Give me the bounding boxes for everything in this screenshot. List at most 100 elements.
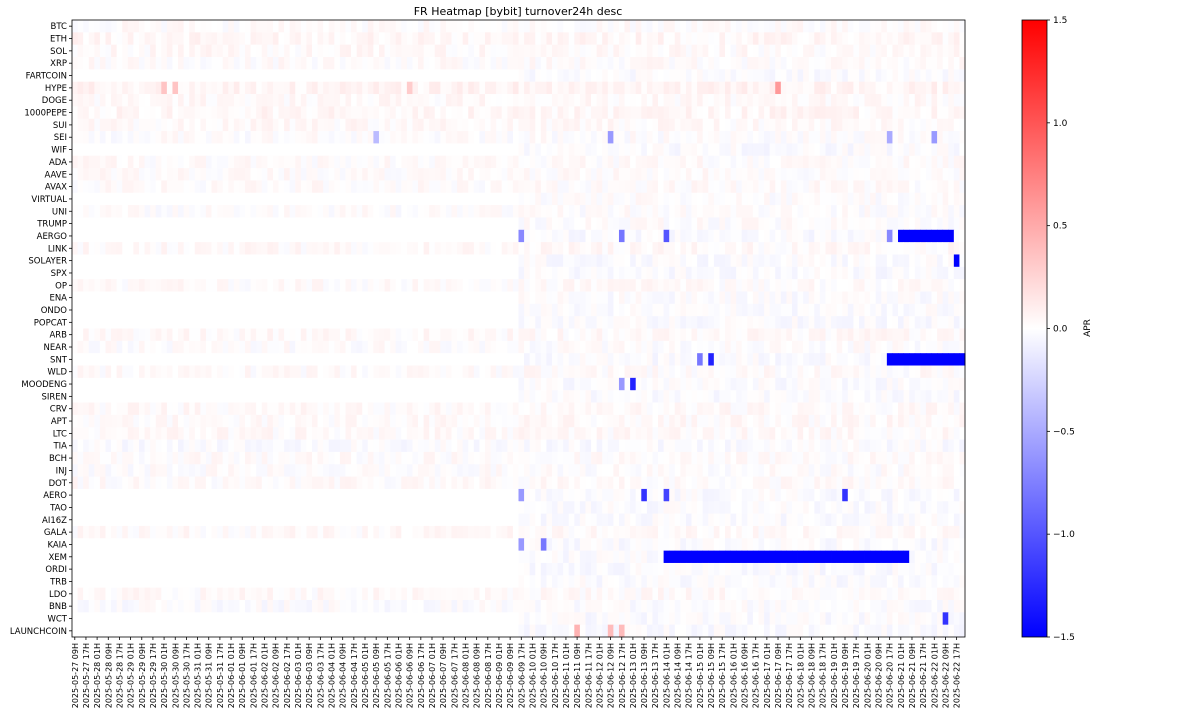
heatmap-cell xyxy=(529,303,536,317)
heatmap-cell xyxy=(356,229,363,243)
heatmap-cell xyxy=(624,328,631,342)
heatmap-cell xyxy=(853,155,860,169)
heatmap-cell xyxy=(423,266,430,280)
heatmap-cell xyxy=(892,168,899,181)
heatmap-cell xyxy=(764,340,771,354)
heatmap-cell xyxy=(780,69,787,83)
heatmap-cell xyxy=(641,106,648,120)
heatmap-cell xyxy=(920,168,927,181)
heatmap-cell xyxy=(272,303,279,317)
heatmap-cell xyxy=(161,377,168,391)
heatmap-cell xyxy=(501,316,508,329)
heatmap-cell xyxy=(295,32,302,46)
heatmap-cell xyxy=(328,328,335,342)
heatmap-cell xyxy=(183,316,190,329)
heatmap-cell xyxy=(183,131,190,144)
heatmap-cell xyxy=(685,279,692,292)
heatmap-cell xyxy=(886,57,893,70)
heatmap-cell xyxy=(356,291,363,305)
heatmap-cell xyxy=(596,81,603,95)
heatmap-cell xyxy=(200,328,207,342)
heatmap-cell xyxy=(791,291,798,305)
heatmap-cell xyxy=(373,291,380,305)
heatmap-cell xyxy=(72,390,78,403)
heatmap-cell xyxy=(909,340,916,354)
heatmap-cell xyxy=(847,81,854,95)
heatmap-cell xyxy=(819,266,826,280)
heatmap-cell xyxy=(602,155,609,169)
heatmap-cell xyxy=(334,180,341,194)
heatmap-cell xyxy=(295,168,302,181)
heatmap-cell xyxy=(323,340,330,354)
heatmap-cell xyxy=(819,254,826,268)
heatmap-cell xyxy=(875,328,882,342)
heatmap-cell xyxy=(99,390,106,403)
heatmap-cell xyxy=(769,69,776,83)
heatmap-cell xyxy=(618,118,625,132)
heatmap-cell xyxy=(390,390,397,403)
heatmap-cell xyxy=(356,279,363,292)
heatmap-cell xyxy=(284,229,291,243)
heatmap-cell xyxy=(406,377,413,391)
heatmap-cell xyxy=(708,81,715,95)
heatmap-cell xyxy=(512,44,519,58)
heatmap-cell xyxy=(630,131,637,144)
heatmap-cell xyxy=(870,81,877,95)
heatmap-cell xyxy=(881,365,888,379)
heatmap-cell xyxy=(892,340,899,354)
heatmap-cell xyxy=(512,20,519,33)
heatmap-cell xyxy=(641,143,648,157)
heatmap-cell xyxy=(200,192,207,206)
heatmap-cell xyxy=(574,81,581,95)
heatmap-cell xyxy=(161,81,168,95)
heatmap-cell xyxy=(384,217,391,231)
heatmap-cell xyxy=(607,266,614,280)
heatmap-cell xyxy=(886,328,893,342)
heatmap-cell xyxy=(764,32,771,46)
heatmap-cell xyxy=(144,217,151,231)
heatmap-cell xyxy=(356,328,363,342)
heatmap-cell xyxy=(914,353,921,366)
heatmap-cell xyxy=(445,390,452,403)
heatmap-cell xyxy=(546,155,553,169)
heatmap-cell xyxy=(524,254,531,268)
heatmap-cell xyxy=(418,32,425,46)
heatmap-cell xyxy=(200,118,207,132)
heatmap-cell xyxy=(278,57,285,70)
heatmap-cell xyxy=(189,229,196,243)
heatmap-cell xyxy=(764,81,771,95)
heatmap-cell xyxy=(351,20,358,33)
heatmap-cell xyxy=(864,242,871,255)
heatmap-cell xyxy=(725,69,731,83)
heatmap-cell xyxy=(423,180,430,194)
heatmap-cell xyxy=(401,217,408,231)
heatmap-cell xyxy=(501,44,508,58)
heatmap-cell xyxy=(535,106,542,120)
heatmap-cell xyxy=(155,353,162,366)
heatmap-cell xyxy=(730,390,737,403)
heatmap-cell xyxy=(540,365,547,379)
heatmap-cell xyxy=(462,217,469,231)
heatmap-cell xyxy=(127,254,134,268)
heatmap-cell xyxy=(295,44,302,58)
heatmap-cell xyxy=(658,303,665,317)
heatmap-cell xyxy=(278,229,285,243)
heatmap-cell xyxy=(791,94,798,107)
heatmap-cell xyxy=(496,316,503,329)
heatmap-cell xyxy=(256,94,263,107)
heatmap-cell xyxy=(842,155,849,169)
heatmap-cell xyxy=(769,266,776,280)
heatmap-cell xyxy=(925,279,932,292)
heatmap-cell xyxy=(116,377,123,391)
heatmap-cell xyxy=(641,242,648,255)
heatmap-cell xyxy=(222,143,229,157)
heatmap-cell xyxy=(284,143,291,157)
heatmap-cell xyxy=(886,217,893,231)
heatmap-cell xyxy=(284,340,291,354)
heatmap-cell xyxy=(205,291,212,305)
heatmap-cell xyxy=(864,69,871,83)
heatmap-cell xyxy=(412,217,419,231)
heatmap-cell xyxy=(524,168,531,181)
heatmap-cell xyxy=(267,205,274,218)
heatmap-cell xyxy=(546,57,553,70)
